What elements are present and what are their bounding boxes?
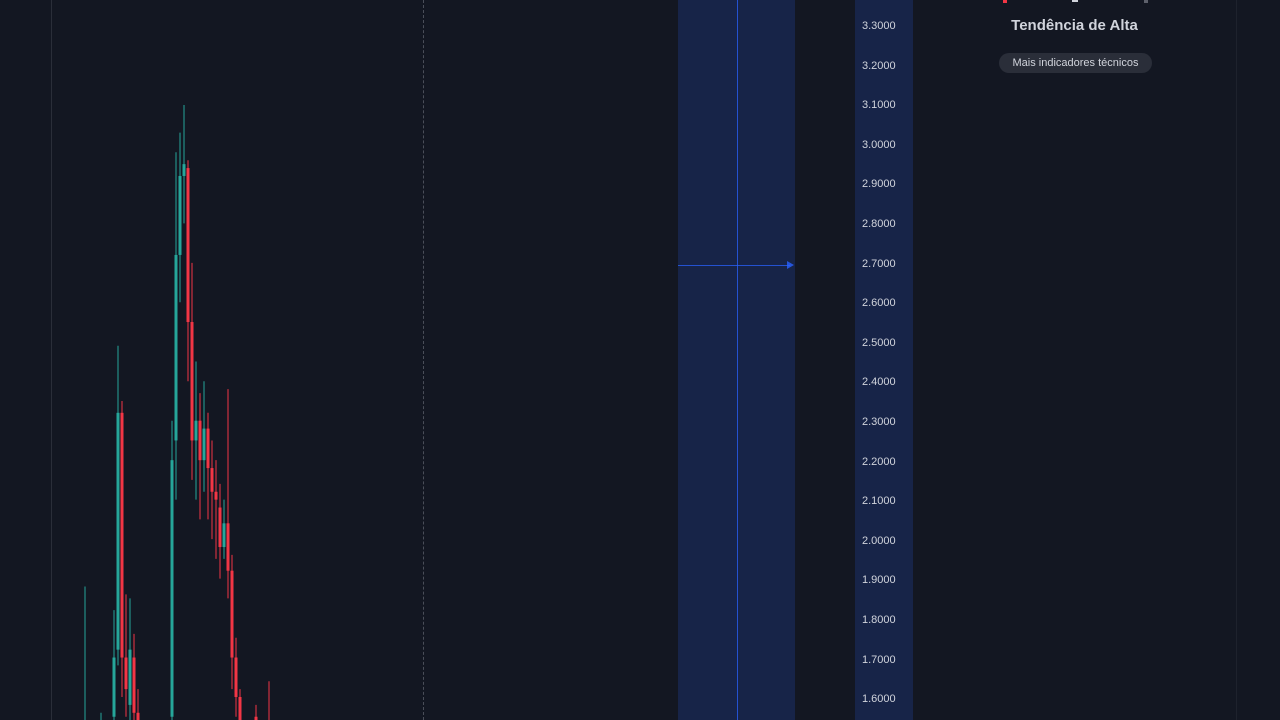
price-tick-label: 2.2000 [862, 455, 896, 468]
price-tick-label: 1.8000 [862, 614, 896, 626]
candle-body [234, 657, 238, 697]
chart-pane[interactable] [0, 0, 855, 720]
price-tick-label: 2.8000 [862, 218, 896, 230]
candle-body [238, 697, 242, 720]
right-toolbar-strip [1237, 0, 1280, 720]
candle-body [226, 523, 230, 571]
candle-body [174, 254, 178, 441]
price-tick-label: 1.9000 [862, 574, 896, 587]
price-scale[interactable]: 3.3000 3.2000 3.1000 3.0000 2.9000 2.8000 2.70… [855, 0, 913, 720]
range-arrow-icon [787, 261, 794, 269]
more-indicators-button[interactable]: Mais indicadores técnicos [999, 53, 1152, 73]
session-break-line [423, 0, 424, 720]
candle-body [206, 428, 210, 469]
price-tick-label: 2.4000 [862, 376, 896, 389]
price-tick-label: 3.1000 [862, 99, 896, 112]
price-tick-label: 3.3000 [862, 20, 896, 32]
price-tick-label: 1.7000 [862, 653, 896, 666]
candle-body [218, 507, 222, 548]
price-tick-label: 3.2000 [862, 59, 896, 72]
price-tick-label: 1.6000 [862, 693, 896, 706]
candle-body [202, 428, 206, 461]
candle-body [190, 322, 194, 441]
chart-left-border [51, 0, 52, 720]
candle-body [136, 712, 140, 720]
price-tick-label: 2.6000 [862, 297, 896, 310]
price-tick-label: 3.0000 [862, 138, 896, 151]
gauge-neutral-segment [1144, 0, 1148, 3]
technicals-panel [913, 0, 1236, 720]
candle-body [210, 468, 214, 492]
candle-body [230, 570, 234, 658]
crosshair-vertical-line [737, 0, 738, 720]
candle-body [222, 523, 226, 548]
candle-body [116, 412, 120, 650]
trend-summary-title: Tendência de Alta [1011, 17, 1138, 34]
gauge-needle-icon [1072, 0, 1078, 2]
candle-body [132, 657, 136, 713]
candle-body [170, 460, 174, 717]
price-tick-label: 2.0000 [862, 534, 896, 547]
candle-body [254, 716, 258, 720]
panel-right-border [1236, 0, 1237, 720]
candle-body [182, 164, 186, 176]
gauge-sell-segment [1003, 0, 1007, 3]
candle-body [124, 657, 128, 690]
price-tick-label: 2.3000 [862, 416, 896, 428]
candle-body [128, 649, 132, 705]
date-range-highlight[interactable] [678, 0, 795, 720]
candle-body [112, 657, 116, 717]
candle-body [186, 168, 190, 323]
candle-body [120, 412, 124, 658]
price-tick-label: 2.1000 [862, 495, 896, 508]
candle-body [214, 491, 218, 500]
range-measure-line [678, 265, 790, 266]
price-tick-label: 2.5000 [862, 336, 896, 349]
candle-body [178, 175, 182, 255]
price-tick-label: 2.7000 [862, 257, 896, 270]
candle-body [198, 420, 202, 461]
candle-body [194, 420, 198, 441]
price-tick-label: 2.9000 [862, 178, 896, 191]
candlestick-series [84, 104, 270, 720]
